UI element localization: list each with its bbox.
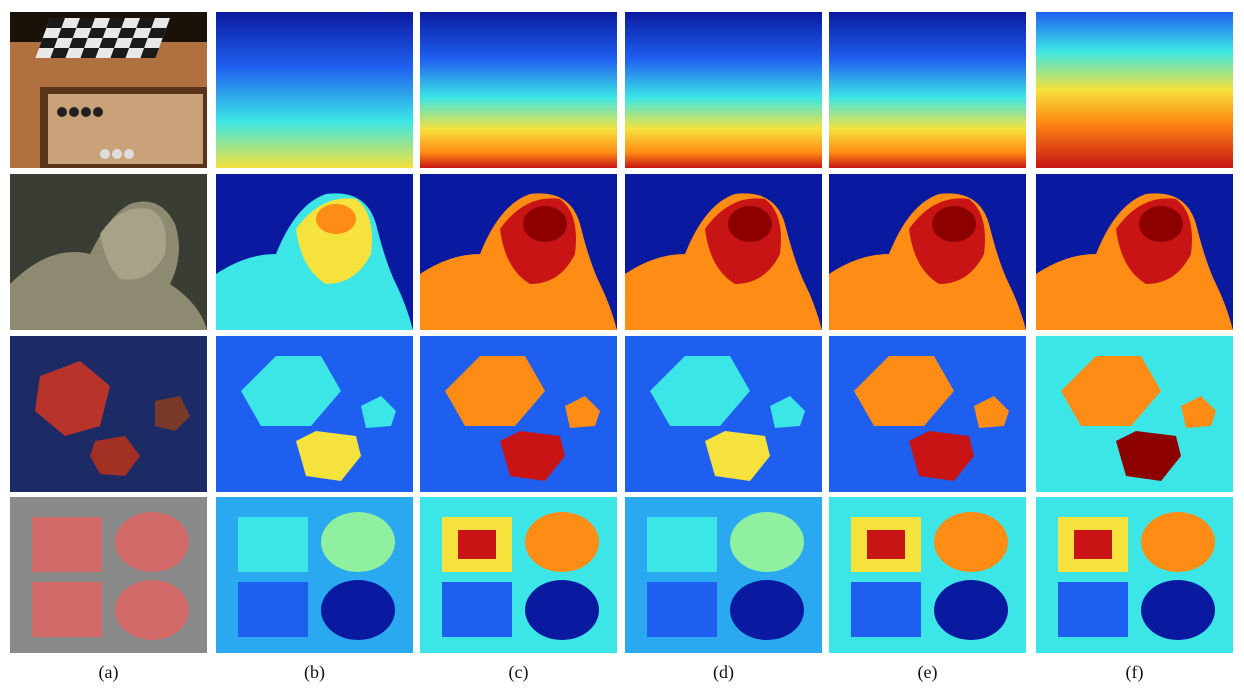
cell-r2-e <box>829 174 1026 330</box>
cell-r1-f <box>1036 12 1233 168</box>
cell-r3-e <box>829 336 1026 492</box>
cell-r1-d <box>625 12 822 168</box>
sculpture-depth-f <box>1036 174 1233 330</box>
polyhedra-depth-d <box>625 336 822 492</box>
cell-r3-f <box>1036 336 1233 492</box>
column-label-e: (e) <box>917 662 938 682</box>
cell-r4-a <box>10 497 207 653</box>
cell-r4-d <box>625 497 822 653</box>
chess-depth-e <box>829 12 1026 168</box>
polyhedra-photo <box>10 336 207 492</box>
cell-r1-a <box>10 12 207 168</box>
cell-r1-b <box>216 12 413 168</box>
polyhedra-depth-f <box>1036 336 1233 492</box>
cell-r3-a <box>10 336 207 492</box>
cell-r2-f <box>1036 174 1233 330</box>
chess-depth-b <box>216 12 413 168</box>
shapes-depth-d <box>625 497 822 653</box>
shapes-depth-c <box>420 497 617 653</box>
sculpture-depth-d <box>625 174 822 330</box>
polyhedra-depth-e <box>829 336 1026 492</box>
cell-r4-f <box>1036 497 1233 653</box>
shapes-depth-f <box>1036 497 1233 653</box>
cell-r2-b <box>216 174 413 330</box>
polyhedra-depth-b <box>216 336 413 492</box>
chess-depth-c <box>420 12 617 168</box>
column-label-b: (b) <box>304 662 325 682</box>
cell-r1-c <box>420 12 617 168</box>
chess-depth-d <box>625 12 822 168</box>
shapes-photo <box>10 497 207 653</box>
shapes-depth-b <box>216 497 413 653</box>
sculpture-depth-c <box>420 174 617 330</box>
column-label-f: (f) <box>1125 662 1144 682</box>
sculpture-depth-b <box>216 174 413 330</box>
cell-r4-c <box>420 497 617 653</box>
cell-r3-b <box>216 336 413 492</box>
cell-r2-d <box>625 174 822 330</box>
cell-r4-e <box>829 497 1026 653</box>
sculpture-depth-e <box>829 174 1026 330</box>
polyhedra-depth-c <box>420 336 617 492</box>
cell-r4-b <box>216 497 413 653</box>
cell-r1-e <box>829 12 1026 168</box>
cell-r2-a <box>10 174 207 330</box>
cell-r3-c <box>420 336 617 492</box>
chess-photo <box>10 12 207 168</box>
column-label-c: (c) <box>508 662 529 682</box>
chess-depth-f <box>1036 12 1233 168</box>
cell-r2-c <box>420 174 617 330</box>
column-label-d: (d) <box>713 662 734 682</box>
shapes-depth-e <box>829 497 1026 653</box>
column-label-a: (a) <box>98 662 119 682</box>
cell-r3-d <box>625 336 822 492</box>
sculpture-photo <box>10 174 207 330</box>
